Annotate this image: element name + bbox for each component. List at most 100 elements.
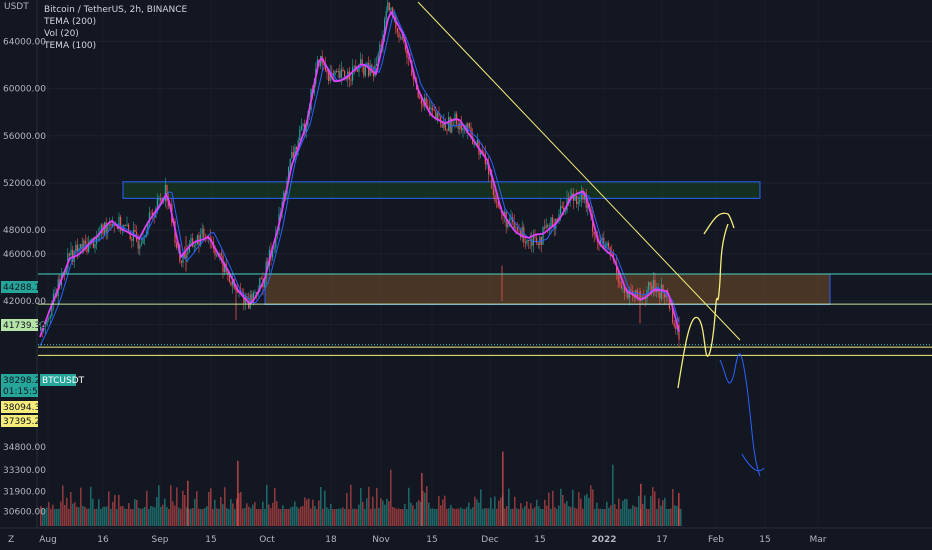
candle-body	[438, 112, 440, 117]
volume-bar	[540, 508, 542, 526]
time-tick-label: 15	[426, 535, 437, 545]
volume-bar	[644, 495, 646, 526]
price-tag[interactable]: 41739.36	[1, 319, 46, 331]
candle-body	[406, 49, 408, 58]
indicator-tema-200[interactable]: TEMA (200)	[44, 17, 97, 27]
candle-body	[124, 225, 126, 226]
candle-body	[118, 216, 120, 229]
volume-bar	[586, 493, 588, 526]
forecast-down	[719, 353, 765, 477]
volume-bar	[246, 503, 248, 526]
volume-bar	[510, 509, 512, 526]
volume-bar	[210, 488, 212, 526]
candle-body	[528, 240, 530, 241]
candle-body	[142, 237, 144, 244]
candle-body	[633, 296, 635, 299]
indicator-vol-20[interactable]: Vol (20)	[44, 29, 79, 39]
candle-body	[259, 277, 261, 292]
price-tag[interactable]: 37395.26	[1, 415, 46, 427]
candle-body	[214, 248, 216, 256]
candle-body	[497, 202, 499, 208]
volume-bar	[134, 499, 136, 526]
candle-body	[297, 140, 299, 150]
volume-bar	[296, 506, 298, 526]
candle-body	[376, 64, 378, 66]
volume-bar	[80, 487, 82, 526]
candle-body	[668, 295, 670, 309]
candle-body	[585, 192, 587, 208]
volume-bar	[188, 508, 190, 526]
price-tag[interactable]: 44288.13	[1, 281, 46, 293]
candle-body	[220, 253, 222, 256]
candle-body	[665, 294, 667, 298]
volume-bar	[266, 484, 268, 526]
volume-bar	[570, 507, 572, 526]
candle-body	[419, 97, 421, 99]
volume-bar	[518, 508, 520, 526]
volume-bar	[564, 503, 566, 526]
volume-bar	[632, 505, 634, 526]
candle-body	[206, 237, 208, 240]
candle-body	[249, 294, 251, 309]
volume-tick-label: 30600.00	[3, 507, 46, 517]
price-tag[interactable]: 01:15:55	[1, 385, 43, 397]
price-tick-label: 56000.00	[3, 132, 46, 142]
candle-body	[329, 72, 331, 81]
volume-bar	[572, 489, 574, 526]
volume-bar	[454, 508, 456, 526]
candle-body	[433, 110, 435, 112]
volume-bar	[488, 508, 490, 526]
time-tick-label: 15	[759, 535, 770, 545]
candle-body	[323, 63, 325, 66]
volume-bar	[446, 508, 448, 526]
volume-bar	[398, 508, 400, 526]
candle-body	[547, 224, 549, 227]
volume-bar	[674, 505, 676, 526]
candle-body	[584, 192, 586, 200]
candle-body	[601, 237, 603, 241]
candle-body	[404, 41, 406, 50]
price-tag[interactable]: 38298.20	[1, 374, 46, 386]
candle-body	[139, 244, 141, 249]
candle-body	[236, 290, 238, 293]
candle-body	[420, 98, 422, 104]
price-tag-label: 41739.36	[3, 321, 46, 331]
symbol-title[interactable]: Bitcoin / TetherUS, 2h, BINANCE	[44, 5, 188, 15]
volume-bar	[330, 503, 332, 526]
volume-bar	[568, 506, 570, 526]
volume-bar	[624, 498, 626, 526]
volume-bar	[48, 502, 50, 526]
volume-bar	[458, 508, 460, 526]
volume-bar	[362, 501, 364, 526]
candle-body	[636, 290, 638, 299]
volume-bar	[474, 496, 476, 526]
volume-bar	[620, 508, 622, 526]
volume-bar	[434, 508, 436, 526]
green-zone	[122, 181, 761, 199]
volume-bar	[590, 485, 592, 526]
price-tick-label: 60000.00	[3, 85, 46, 95]
candle-body	[380, 44, 382, 46]
candle-body	[99, 233, 101, 236]
candle-body	[545, 224, 547, 229]
trend-line	[417, 1, 741, 341]
volume-bar	[182, 490, 184, 526]
volume-bar	[386, 498, 388, 526]
price-tag[interactable]: 38094.37	[1, 401, 46, 413]
volume-bar	[482, 509, 484, 526]
volume-bar	[614, 504, 616, 526]
indicator-tema-100[interactable]: TEMA (100)	[44, 41, 97, 51]
volume-bar	[320, 486, 322, 526]
candle-body	[468, 123, 470, 128]
candle-body	[363, 65, 365, 76]
candle-body	[334, 71, 336, 76]
candle-body	[128, 224, 130, 232]
volume-bar	[354, 508, 356, 526]
volume-bar	[74, 502, 76, 526]
zoom-icon[interactable]: Z	[8, 535, 14, 545]
candle-body	[563, 207, 565, 212]
candle-body	[80, 244, 82, 248]
volume-bar	[230, 498, 232, 526]
candle-body	[678, 324, 680, 340]
